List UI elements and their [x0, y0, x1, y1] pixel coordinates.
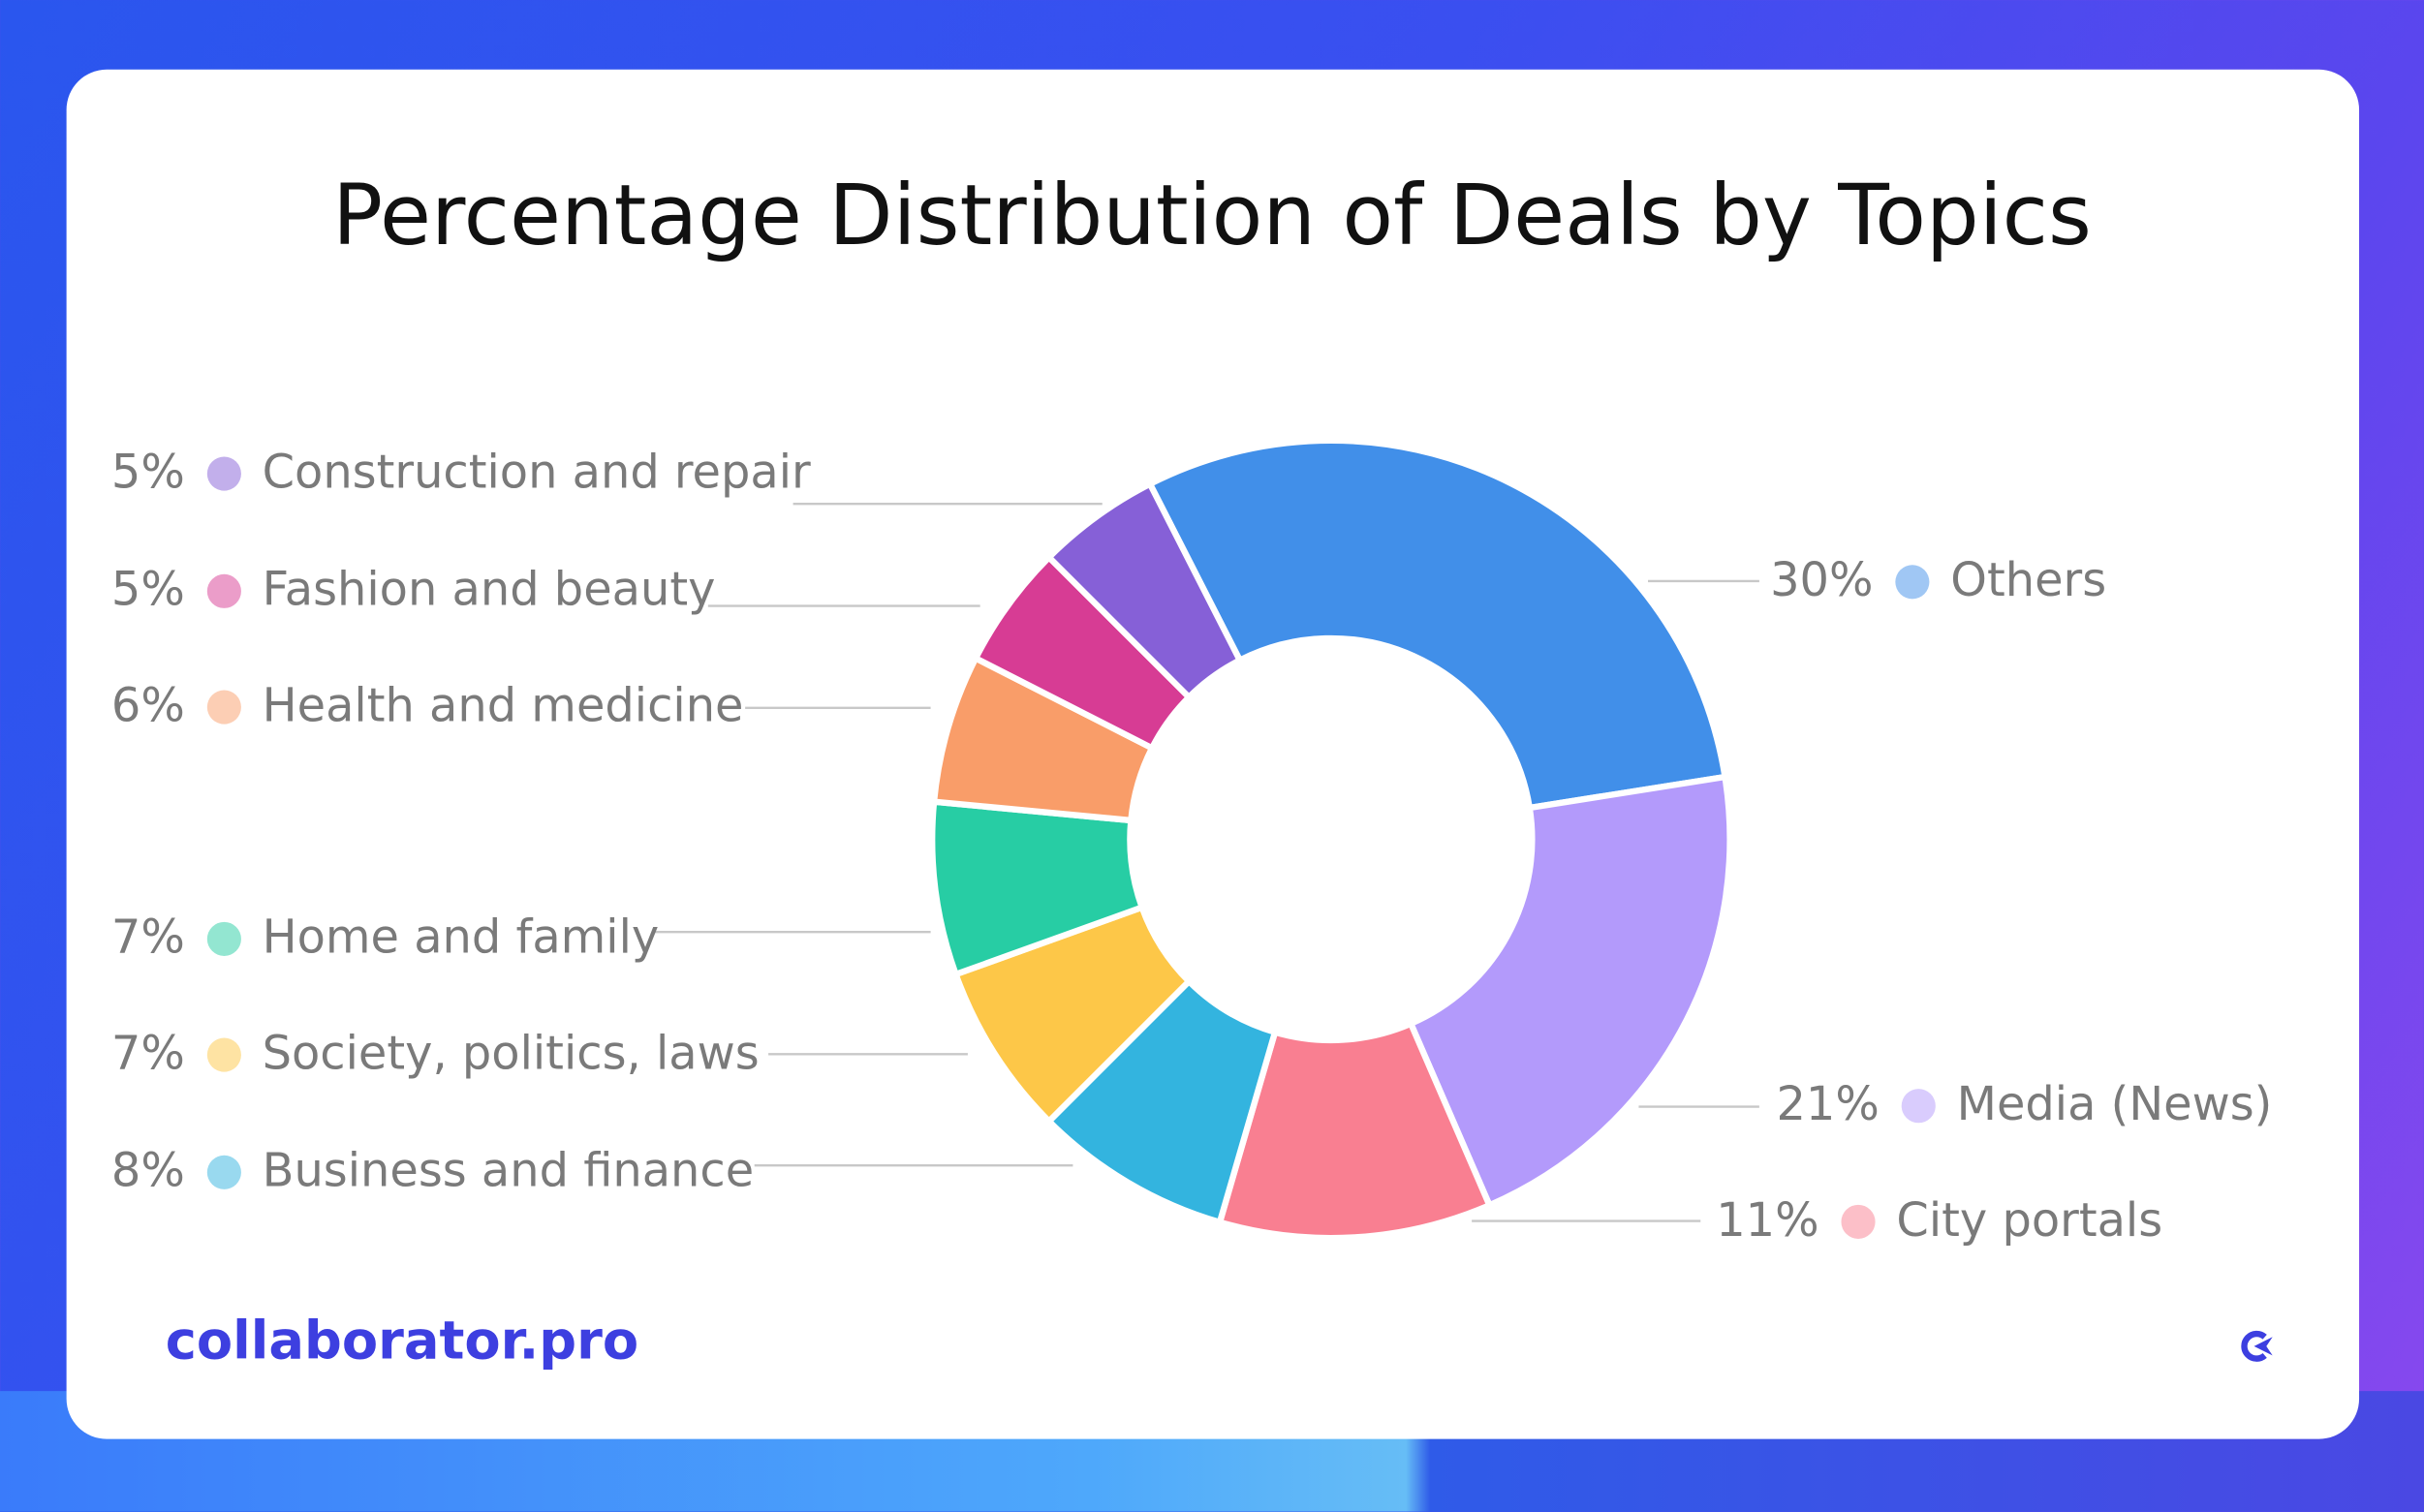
- slice-label: 7% Society, politics, laws: [111, 1027, 760, 1081]
- slice-label: 6% Health and medicine: [111, 679, 744, 733]
- collaborator-logo-icon: [2241, 1330, 2273, 1362]
- legend-dot-icon: [1901, 1088, 1936, 1123]
- slice-percent: 30%: [1770, 554, 1874, 608]
- slice-name: Home and family: [262, 910, 660, 966]
- legend-dot-icon: [206, 921, 241, 956]
- slice-percent: 7%: [110, 1027, 185, 1082]
- slice-name: Society, politics, laws: [262, 1027, 760, 1082]
- slice-label: 11% City portals: [1716, 1194, 2162, 1249]
- slice-label: 5% Fashion and beauty: [111, 564, 716, 618]
- slice-percent: 5%: [110, 563, 185, 618]
- slice-label: 21% Media (News): [1776, 1078, 2272, 1132]
- legend-dot-icon: [1894, 564, 1929, 599]
- slice-name: Construction and repair: [262, 446, 811, 501]
- slice-name: Business and finance: [262, 1144, 755, 1199]
- donut-slice-city-portals[interactable]: [1216, 1020, 1493, 1242]
- slice-percent: 5%: [110, 446, 185, 501]
- legend-dot-icon: [206, 1036, 241, 1071]
- slice-name: Media (News): [1956, 1078, 2273, 1132]
- slice-percent: 7%: [110, 910, 185, 966]
- legend-dot-icon: [1840, 1204, 1876, 1239]
- legend-dot-icon: [206, 689, 241, 724]
- slice-label: 8% Business and finance: [111, 1145, 754, 1199]
- slice-percent: 8%: [110, 1144, 185, 1199]
- slice-percent: 11%: [1716, 1193, 1819, 1249]
- slice-label: 5% Construction and repair: [111, 446, 811, 500]
- slice-label: 30% Others: [1770, 554, 2106, 608]
- donut-slice-construction-and-repair[interactable]: [1045, 480, 1243, 700]
- slice-name: City portals: [1896, 1193, 2163, 1249]
- slice-name: Fashion and beauty: [262, 563, 716, 618]
- chart-title: Percentage Distribution of Deals by Topi…: [332, 167, 2092, 264]
- donut-slice-others[interactable]: [1146, 437, 1728, 812]
- slice-name: Health and medicine: [262, 679, 744, 734]
- brand-name[interactable]: collaborator.pro: [165, 1311, 639, 1373]
- slice-percent: 6%: [110, 679, 185, 734]
- slice-label: 7% Home and family: [111, 911, 659, 966]
- slice-name: Others: [1950, 554, 2107, 608]
- legend-dot-icon: [206, 455, 241, 490]
- legend-dot-icon: [206, 573, 241, 608]
- donut-slice-media-news-[interactable]: [1408, 773, 1733, 1209]
- slice-percent: 21%: [1776, 1078, 1880, 1132]
- legend-dot-icon: [206, 1154, 241, 1189]
